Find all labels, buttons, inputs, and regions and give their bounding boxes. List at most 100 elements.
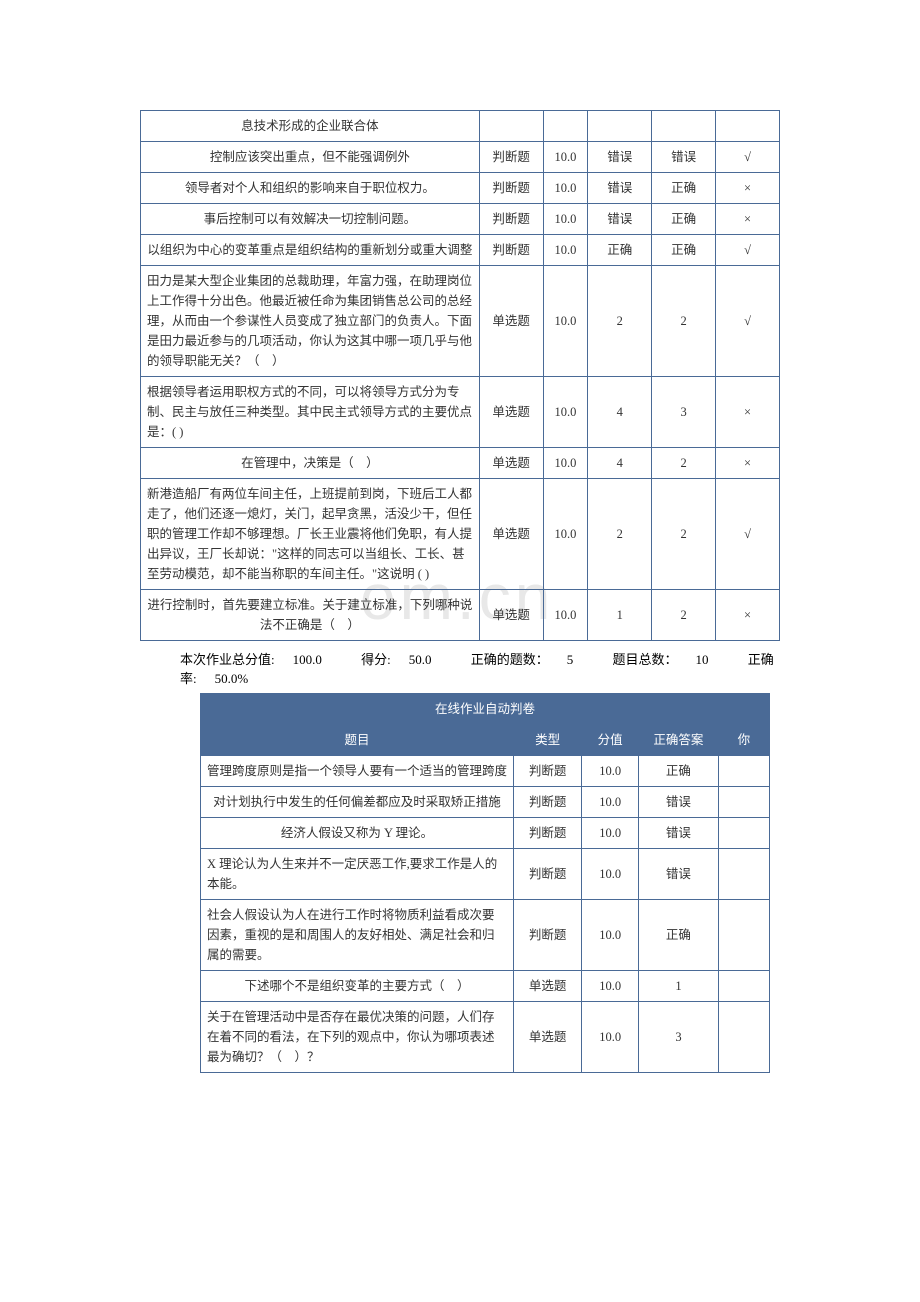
cell-your	[718, 900, 769, 971]
cell-topic: 田力是某大型企业集团的总裁助理，年富力强，在助理岗位上工作得十分出色。他最近被任…	[141, 266, 480, 377]
cell-type: 判断题	[513, 787, 581, 818]
cell-your: 2	[652, 479, 716, 590]
cell-correct: 4	[588, 448, 652, 479]
cell-type: 单选题	[479, 266, 543, 377]
cell-your: 正确	[652, 204, 716, 235]
cell-mark: ×	[716, 204, 780, 235]
cell-topic: 对计划执行中发生的任何偏差都应及时采取矫正措施	[201, 787, 514, 818]
cell-score: 10.0	[543, 142, 588, 173]
cell-topic: X 理论认为人生来并不一定厌恶工作,要求工作是人的本能。	[201, 849, 514, 900]
header-correct: 正确答案	[639, 725, 719, 756]
cell-score: 10.0	[543, 479, 588, 590]
table-row: 领导者对个人和组织的影响来自于职位权力。判断题10.0错误正确×	[141, 173, 780, 204]
cell-score: 10.0	[543, 377, 588, 448]
header-your: 你	[718, 725, 769, 756]
cell-your: 正确	[652, 235, 716, 266]
table-row: 管理跨度原则是指一个领导人要有一个适当的管理跨度判断题10.0正确	[201, 756, 770, 787]
table-row: 事后控制可以有效解决一切控制问题。判断题10.0错误正确×	[141, 204, 780, 235]
cell-score: 10.0	[543, 448, 588, 479]
cell-score: 10.0	[582, 900, 639, 971]
table-row: 下述哪个不是组织变革的主要方式（ ）单选题10.01	[201, 971, 770, 1002]
cell-topic: 领导者对个人和组织的影响来自于职位权力。	[141, 173, 480, 204]
cell-type: 判断题	[479, 204, 543, 235]
cell-topic: 以组织为中心的变革重点是组织结构的重新划分或重大调整	[141, 235, 480, 266]
cell-type: 单选题	[479, 590, 543, 641]
cell-correct: 错误	[588, 142, 652, 173]
cell-correct: 正确	[588, 235, 652, 266]
quiz-results-table-2: 在线作业自动判卷 题目 类型 分值 正确答案 你 管理跨度原则是指一个领导人要有…	[200, 693, 770, 1073]
cell-correct: 错误	[639, 787, 719, 818]
cell-correct: 1	[639, 971, 719, 1002]
cell-mark: √	[716, 266, 780, 377]
cell-topic: 关于在管理活动中是否存在最优决策的问题，人们存在着不同的看法，在下列的观点中，你…	[201, 1002, 514, 1073]
cell-score: 10.0	[543, 590, 588, 641]
cell-mark: ×	[716, 173, 780, 204]
header-score: 分值	[582, 725, 639, 756]
table2-title-row: 在线作业自动判卷	[201, 694, 770, 725]
table2-title: 在线作业自动判卷	[201, 694, 770, 725]
cell-correct: 正确	[639, 756, 719, 787]
cell-correct: 2	[588, 479, 652, 590]
cell-type: 判断题	[513, 849, 581, 900]
cell-score: 10.0	[582, 971, 639, 1002]
cell-type: 判断题	[479, 142, 543, 173]
cell-your	[718, 818, 769, 849]
table-row: 在管理中，决策是（ ）单选题10.042×	[141, 448, 780, 479]
total-count-label: 题目总数：	[613, 652, 678, 667]
cell-your	[718, 1002, 769, 1073]
cell-topic: 管理跨度原则是指一个领导人要有一个适当的管理跨度	[201, 756, 514, 787]
table-row: 社会人假设认为人在进行工作时将物质利益看成次要因素，重视的是和周围人的友好相处、…	[201, 900, 770, 971]
cell-correct: 错误	[588, 173, 652, 204]
cell-topic: 进行控制时，首先要建立标准。关于建立标准，下列哪种说法不正确是（ ）	[141, 590, 480, 641]
cell-topic: 下述哪个不是组织变革的主要方式（ ）	[201, 971, 514, 1002]
cell-topic: 新港造船厂有两位车间主任，上班提前到岗，下班后工人都走了，他们还逐一熄灯，关门，…	[141, 479, 480, 590]
rate-value: 50.0%	[215, 671, 249, 686]
table-row: 对计划执行中发生的任何偏差都应及时采取矫正措施判断题10.0错误	[201, 787, 770, 818]
cell-correct: 错误	[639, 849, 719, 900]
cell-mark: ×	[716, 590, 780, 641]
cell-correct: 1	[588, 590, 652, 641]
total-label: 本次作业总分值:	[180, 652, 275, 667]
summary-total-count: 题目总数： 10	[613, 652, 727, 667]
cell-correct: 错误	[588, 204, 652, 235]
cell-score: 10.0	[582, 787, 639, 818]
cell-score: 10.0	[543, 266, 588, 377]
cell-your: 错误	[652, 142, 716, 173]
cell-your: 2	[652, 448, 716, 479]
cell-mark: √	[716, 142, 780, 173]
correct-count-value: 5	[567, 652, 574, 667]
cell-type: 单选题	[479, 377, 543, 448]
cell-topic: 经济人假设又称为 Y 理论。	[201, 818, 514, 849]
cell-your	[718, 787, 769, 818]
cell-mark	[716, 111, 780, 142]
cell-topic: 社会人假设认为人在进行工作时将物质利益看成次要因素，重视的是和周围人的友好相处、…	[201, 900, 514, 971]
quiz-results-table-1: 息技术形成的企业联合体控制应该突出重点，但不能强调例外判断题10.0错误错误√领…	[140, 110, 780, 641]
table-row: 控制应该突出重点，但不能强调例外判断题10.0错误错误√	[141, 142, 780, 173]
score-label: 得分:	[361, 652, 391, 667]
cell-your: 2	[652, 590, 716, 641]
summary-total: 本次作业总分值:100.0	[180, 652, 340, 667]
table-row: 田力是某大型企业集团的总裁助理，年富力强，在助理岗位上工作得十分出色。他最近被任…	[141, 266, 780, 377]
cell-score: 10.0	[582, 756, 639, 787]
cell-type	[479, 111, 543, 142]
cell-topic: 控制应该突出重点，但不能强调例外	[141, 142, 480, 173]
cell-your: 3	[652, 377, 716, 448]
cell-correct: 正确	[639, 900, 719, 971]
cell-your	[718, 849, 769, 900]
cell-mark: ×	[716, 377, 780, 448]
cell-score: 10.0	[582, 849, 639, 900]
cell-correct: 错误	[639, 818, 719, 849]
cell-type: 判断题	[479, 235, 543, 266]
cell-type: 单选题	[479, 448, 543, 479]
cell-topic: 息技术形成的企业联合体	[141, 111, 480, 142]
score-value: 50.0	[409, 652, 432, 667]
cell-your	[718, 971, 769, 1002]
table-row: 根据领导者运用职权方式的不同，可以将领导方式分为专制、民主与放任三种类型。其中民…	[141, 377, 780, 448]
total-count-value: 10	[696, 652, 709, 667]
table2-header-row: 题目 类型 分值 正确答案 你	[201, 725, 770, 756]
table-row: 新港造船厂有两位车间主任，上班提前到岗，下班后工人都走了，他们还逐一熄灯，关门，…	[141, 479, 780, 590]
cell-mark: √	[716, 479, 780, 590]
cell-type: 单选题	[513, 1002, 581, 1073]
cell-type: 单选题	[513, 971, 581, 1002]
table-row: 进行控制时，首先要建立标准。关于建立标准，下列哪种说法不正确是（ ）单选题10.…	[141, 590, 780, 641]
